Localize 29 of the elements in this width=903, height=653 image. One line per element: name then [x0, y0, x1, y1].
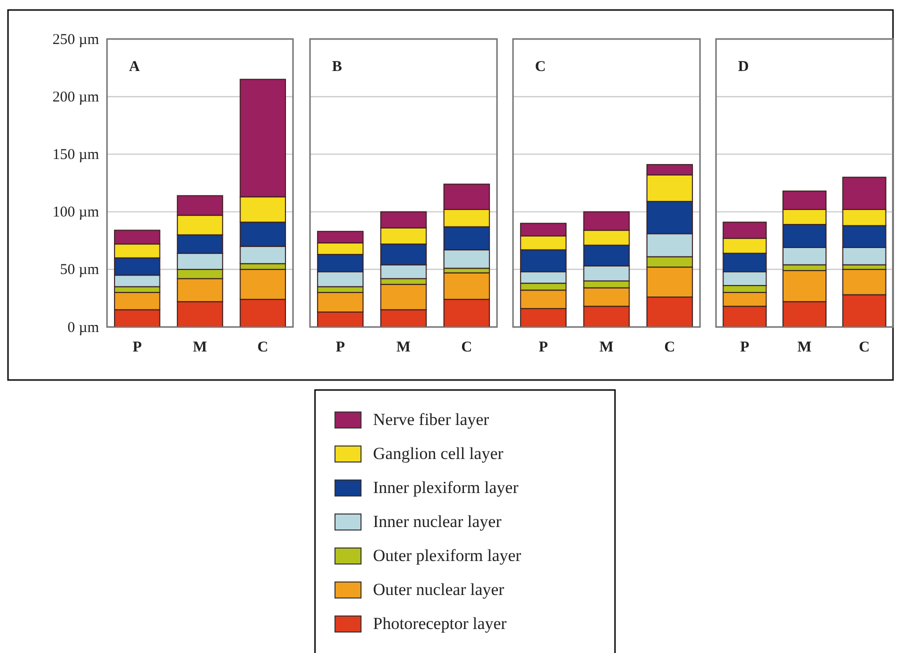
y-tick-label: 150 µm — [52, 147, 100, 163]
legend-label: Ganglion cell layer — [373, 444, 504, 463]
legend-label: Nerve fiber layer — [373, 410, 490, 429]
x-tick-label: M — [797, 340, 812, 356]
x-tick-label: P — [132, 340, 142, 356]
x-tick-label: M — [192, 340, 208, 356]
y-tick-label: 200 µm — [52, 89, 100, 106]
x-tick-label: P — [336, 340, 345, 356]
text: A — [129, 59, 140, 75]
x-tick-label: C — [461, 340, 472, 356]
x-tick-label: P — [740, 340, 750, 356]
legend-label: Photoreceptor layer — [373, 614, 507, 633]
x-tick-label: P — [538, 340, 548, 356]
text: D — [738, 59, 749, 75]
x-tick-label: C — [257, 340, 268, 356]
x-tick-label: C — [664, 340, 676, 356]
legend-label: Outer nuclear layer — [373, 580, 505, 599]
legend-label: Inner nuclear layer — [373, 512, 502, 531]
y-tick-label: 250 µm — [52, 32, 100, 48]
y-tick-label: 0 µm — [67, 320, 100, 336]
text: C — [535, 59, 546, 75]
legend-label: Outer plexiform layer — [373, 546, 522, 565]
y-tick-label: 50 µm — [60, 262, 100, 278]
legend-label: Inner plexiform layer — [373, 478, 519, 497]
x-tick-label: C — [858, 340, 870, 356]
x-tick-label: M — [396, 340, 411, 356]
x-tick-label: M — [599, 340, 614, 356]
y-tick-label: 100 µm — [52, 204, 100, 221]
text: B — [332, 59, 342, 75]
